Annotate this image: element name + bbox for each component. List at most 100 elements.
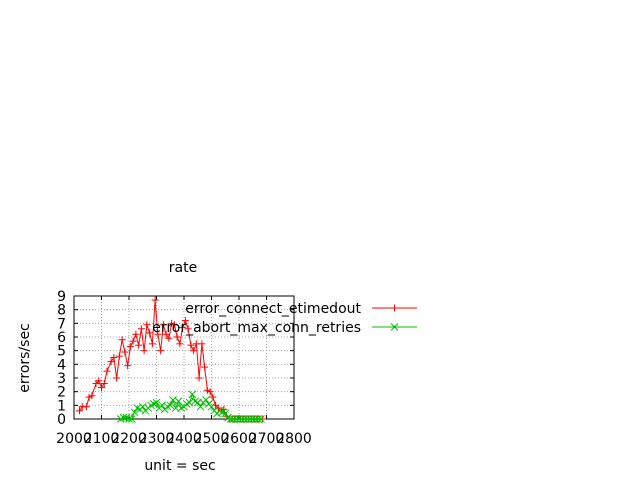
data-point-error-abort-max-conn-retries bbox=[138, 402, 147, 411]
data-point-error-connect-etimedout bbox=[157, 347, 165, 355]
data-point-error-abort-max-conn-retries bbox=[202, 396, 210, 404]
data-point-error-abort-max-conn-retries bbox=[246, 415, 254, 423]
data-point-error-connect-etimedout bbox=[179, 323, 187, 331]
data-point-error-abort-max-conn-retries bbox=[226, 415, 235, 423]
data-point-error-connect-etimedout bbox=[190, 347, 198, 355]
y-tick-label: 8 bbox=[57, 303, 66, 319]
data-point-error-abort-max-conn-retries bbox=[251, 415, 260, 423]
x-tick-label: 2400 bbox=[166, 431, 202, 447]
plot-frame bbox=[73, 295, 295, 420]
y-tick-label: 9 bbox=[57, 289, 66, 305]
y-tick-label: 2 bbox=[57, 385, 66, 401]
data-point-error-abort-max-conn-retries bbox=[152, 398, 161, 407]
data-point-error-connect-etimedout bbox=[95, 377, 103, 385]
data-point-error-connect-etimedout bbox=[88, 392, 96, 400]
data-point-error-connect-etimedout bbox=[100, 379, 108, 387]
data-point-error-abort-max-conn-retries bbox=[240, 415, 249, 423]
data-point-error-abort-max-conn-retries bbox=[257, 415, 265, 423]
data-point-error-connect-etimedout bbox=[187, 341, 195, 349]
data-point-error-abort-max-conn-retries bbox=[254, 415, 263, 423]
y-tick-label: 3 bbox=[57, 371, 66, 387]
data-point-error-abort-max-conn-retries bbox=[232, 415, 241, 423]
data-point-error-connect-etimedout bbox=[201, 363, 209, 371]
legend-label-error-abort-max-conn-retries: error_abort_max_conn_retries bbox=[152, 320, 361, 336]
data-point-error-connect-etimedout bbox=[151, 296, 159, 304]
data-point-error-abort-max-conn-retries bbox=[166, 401, 175, 410]
y-axis-label: errors/sec bbox=[17, 323, 33, 393]
data-point-error-abort-max-conn-retries bbox=[207, 402, 216, 411]
data-point-error-abort-max-conn-retries bbox=[193, 398, 202, 407]
data-point-error-abort-max-conn-retries bbox=[125, 415, 133, 423]
data-point-error-abort-max-conn-retries bbox=[224, 413, 232, 422]
series-layer bbox=[76, 296, 266, 423]
legend-label-error-connect-etimedout: error_connect_etimedout bbox=[185, 301, 361, 317]
x-axis-label: unit = sec bbox=[144, 458, 215, 474]
x-tick-label: 2600 bbox=[221, 431, 257, 447]
data-point-error-connect-etimedout bbox=[98, 384, 105, 392]
y-tick-label: 0 bbox=[57, 412, 66, 428]
data-point-error-connect-etimedout bbox=[143, 321, 151, 329]
x-tick-label: 2100 bbox=[84, 431, 120, 447]
data-point-error-connect-etimedout bbox=[137, 325, 145, 333]
data-point-error-connect-etimedout bbox=[121, 348, 129, 356]
legend-marker-error-abort-max-conn-retries bbox=[390, 323, 399, 331]
data-point-error-abort-max-conn-retries bbox=[235, 415, 243, 423]
data-point-error-abort-max-conn-retries bbox=[237, 415, 246, 423]
y-tick-label: 7 bbox=[57, 316, 66, 332]
data-point-error-connect-etimedout bbox=[115, 352, 123, 360]
data-point-error-abort-max-conn-retries bbox=[188, 390, 197, 399]
data-point-error-connect-etimedout bbox=[129, 337, 137, 345]
data-point-error-abort-max-conn-retries bbox=[248, 415, 257, 423]
y-tick-label: 1 bbox=[57, 398, 66, 414]
data-point-error-connect-etimedout bbox=[206, 388, 214, 396]
data-point-error-connect-etimedout bbox=[184, 325, 192, 333]
data-point-error-connect-etimedout bbox=[103, 367, 111, 375]
data-point-error-connect-etimedout bbox=[173, 333, 181, 341]
data-point-error-abort-max-conn-retries bbox=[196, 402, 205, 411]
data-point-error-connect-etimedout bbox=[118, 336, 126, 344]
data-point-error-connect-etimedout bbox=[135, 341, 143, 349]
data-point-error-connect-etimedout bbox=[113, 374, 121, 382]
data-point-error-connect-etimedout bbox=[110, 354, 118, 361]
data-point-error-abort-max-conn-retries bbox=[149, 400, 158, 408]
x-tick-label: 2500 bbox=[194, 431, 230, 447]
data-point-error-abort-max-conn-retries bbox=[229, 415, 238, 423]
x-tick-label: 2700 bbox=[249, 431, 285, 447]
data-point-error-connect-etimedout bbox=[132, 330, 140, 338]
data-point-error-connect-etimedout bbox=[195, 374, 203, 382]
series-line-error-connect-etimedout bbox=[79, 300, 263, 420]
data-point-error-abort-max-conn-retries bbox=[185, 398, 194, 407]
data-point-error-connect-etimedout bbox=[76, 407, 83, 415]
data-point-error-connect-etimedout bbox=[170, 321, 178, 329]
y-tick-label: 6 bbox=[57, 330, 66, 346]
data-point-error-abort-max-conn-retries bbox=[177, 404, 186, 412]
chart-title: rate bbox=[169, 260, 197, 276]
data-point-error-abort-max-conn-retries bbox=[127, 415, 136, 423]
data-point-error-connect-etimedout bbox=[126, 343, 134, 351]
data-point-error-connect-etimedout bbox=[82, 403, 90, 411]
y-tick-label: 4 bbox=[57, 357, 66, 373]
data-point-error-connect-etimedout bbox=[146, 329, 154, 337]
data-point-error-connect-etimedout bbox=[140, 347, 148, 355]
y-tick-label: 5 bbox=[57, 344, 66, 360]
data-point-error-abort-max-conn-retries bbox=[163, 402, 172, 411]
x-tick-label: 2800 bbox=[276, 431, 312, 447]
x-tick-label: 2200 bbox=[111, 431, 147, 447]
data-point-error-connect-etimedout bbox=[198, 340, 206, 348]
data-point-error-connect-etimedout bbox=[159, 321, 167, 329]
data-point-error-abort-max-conn-retries bbox=[171, 404, 180, 412]
data-point-error-abort-max-conn-retries bbox=[130, 408, 139, 417]
legend: error_connect_etimedout error_abort_max_c… bbox=[152, 301, 417, 336]
series-line-error-abort-max-conn-retries bbox=[120, 392, 261, 420]
data-point-error-connect-etimedout bbox=[148, 340, 156, 348]
data-point-error-abort-max-conn-retries bbox=[182, 400, 191, 408]
legend-marker-error-connect-etimedout bbox=[391, 304, 398, 312]
data-point-error-connect-etimedout bbox=[162, 330, 170, 338]
data-point-error-connect-etimedout bbox=[209, 393, 217, 401]
data-point-error-connect-etimedout bbox=[124, 362, 132, 370]
data-point-error-connect-etimedout bbox=[107, 358, 115, 366]
data-point-error-abort-max-conn-retries bbox=[243, 415, 252, 423]
data-point-error-connect-etimedout bbox=[165, 334, 173, 342]
